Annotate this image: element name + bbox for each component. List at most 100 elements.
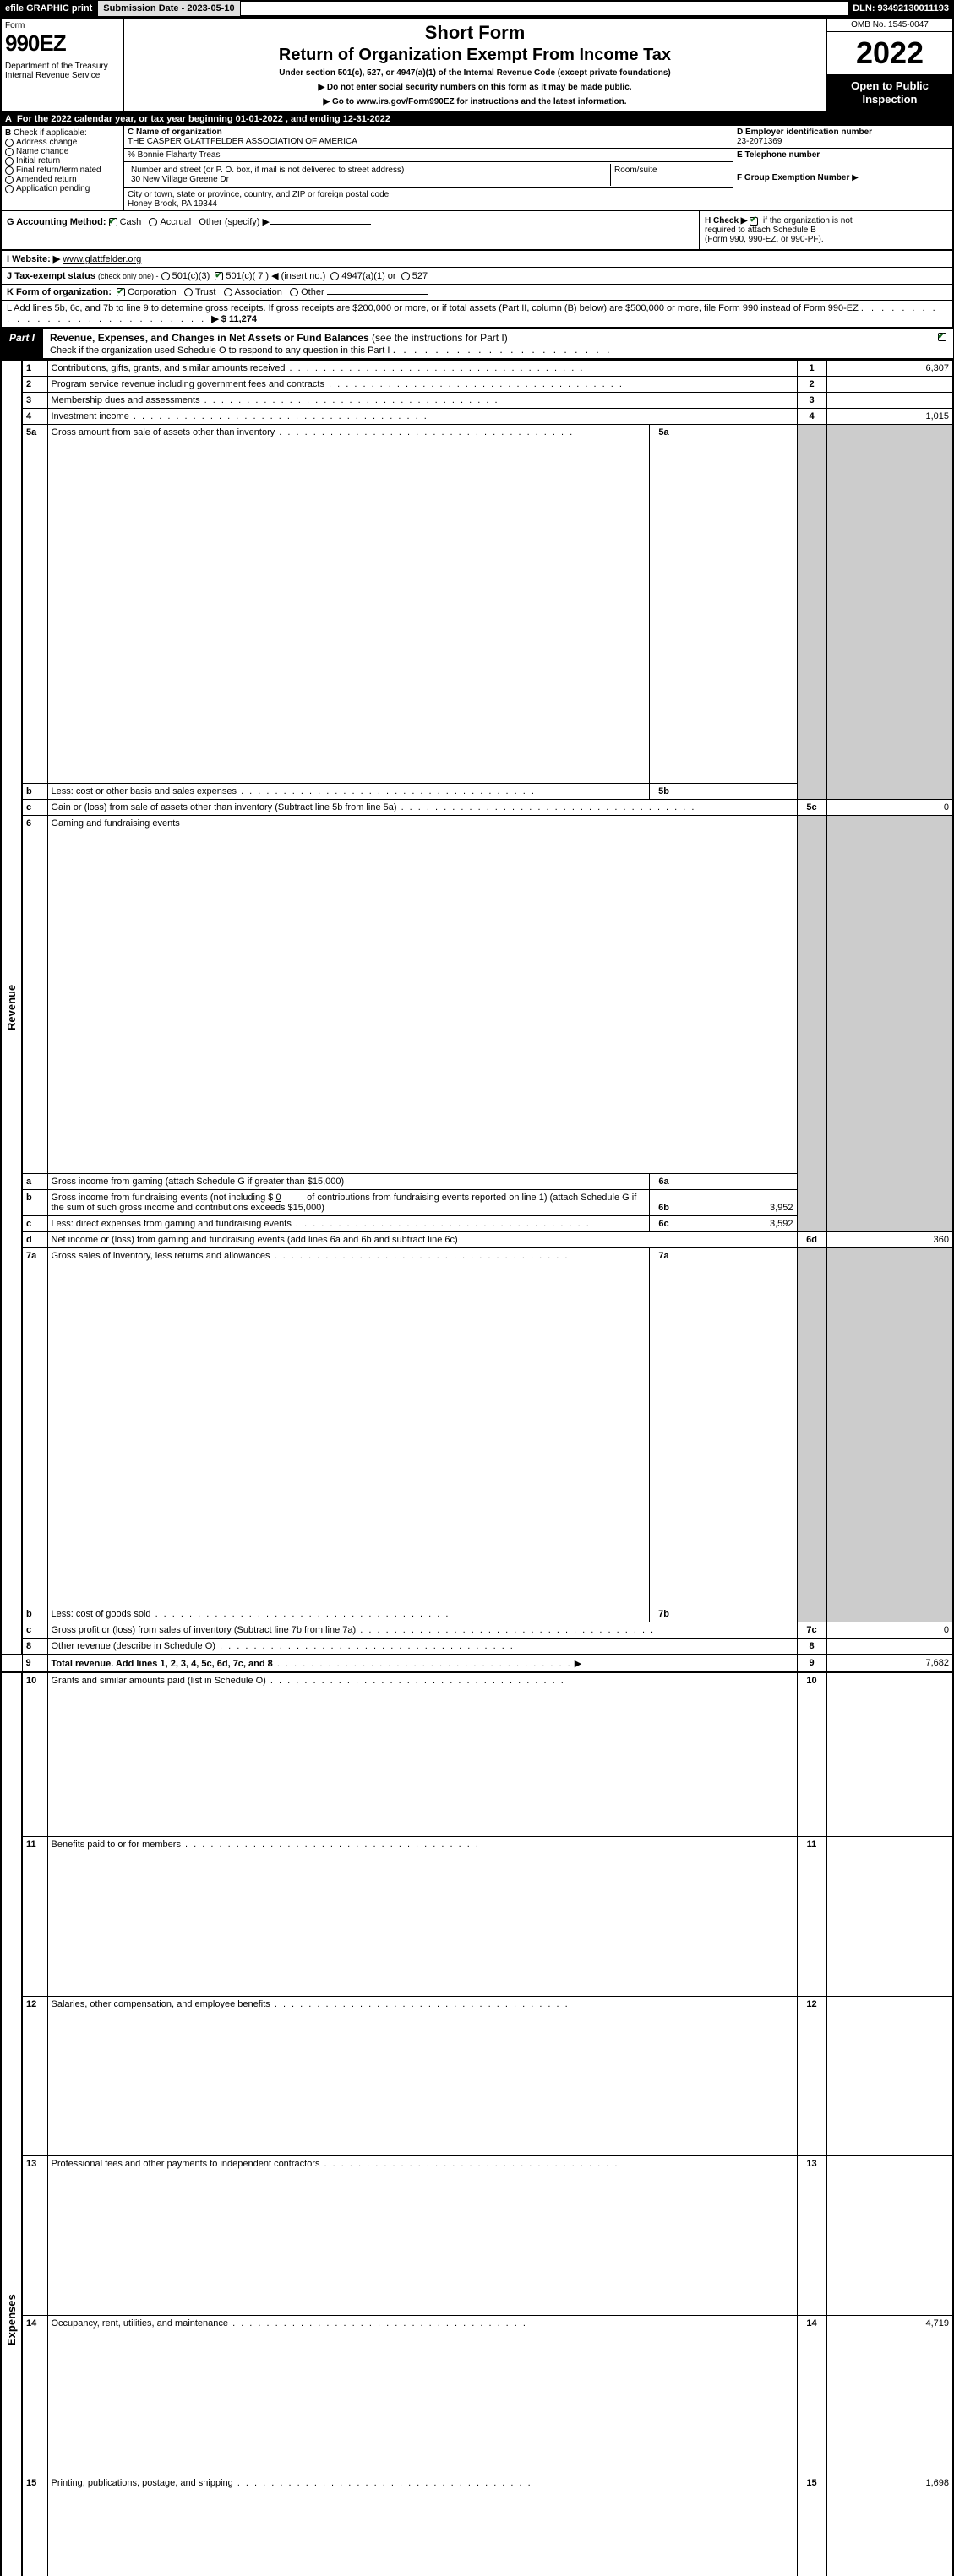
check-accrual[interactable] (149, 218, 157, 226)
subtitle-section: Under section 501(c), 527, or 4947(a)(1)… (133, 68, 817, 78)
opt-other-org: Other (301, 287, 324, 297)
part1-header: Part I Revenue, Expenses, and Changes in… (0, 329, 954, 359)
line5c-box: 5c (797, 799, 826, 815)
line1-desc: Contributions, gifts, grants, and simila… (52, 363, 286, 373)
line15-box: 15 (797, 2475, 826, 2576)
line6b-mini: 6b (649, 1189, 679, 1215)
line4-num: 4 (22, 409, 47, 425)
check-4947a1[interactable] (330, 272, 339, 280)
col-b-checkboxes: B Check if applicable: Address change Na… (2, 126, 124, 210)
org-name: THE CASPER GLATTFELDER ASSOCIATION OF AM… (128, 137, 729, 146)
line11-num: 11 (22, 1836, 47, 1996)
col-d-ids: D Employer identification number 23-2071… (733, 126, 952, 210)
line1-val: 6,307 (826, 360, 953, 377)
line6a-mini: 6a (649, 1173, 679, 1189)
row-h-schedule-b: H Check ▶ if the organization is not req… (699, 211, 952, 249)
g-label: G Accounting Method: (7, 217, 106, 227)
check-cash[interactable] (109, 218, 117, 226)
line5c-val: 0 (826, 799, 953, 815)
title-short-form: Short Form (133, 22, 817, 44)
line9-num: 9 (22, 1655, 47, 1672)
line6c-minival: 3,592 (679, 1215, 797, 1231)
line3-num: 3 (22, 393, 47, 409)
col-b-label: Check if applicable: (14, 128, 87, 138)
line7a-desc: Gross sales of inventory, less returns a… (52, 1251, 270, 1261)
line6abc-greybox (797, 815, 826, 1231)
street-label: Number and street (or P. O. box, if mail… (131, 166, 607, 175)
l-text: L Add lines 5b, 6c, and 7b to line 9 to … (7, 303, 859, 313)
line10-num: 10 (22, 1672, 47, 1836)
check-schedule-o-used[interactable] (938, 333, 946, 341)
subtitle-ssn-warning: ▶ Do not enter social security numbers o… (133, 83, 817, 92)
line5a-mini: 5a (649, 425, 679, 783)
line13-box: 13 (797, 2156, 826, 2316)
line8-box: 8 (797, 1639, 826, 1655)
line13-val (826, 2156, 953, 2316)
check-corporation[interactable] (117, 288, 125, 296)
check-501c3[interactable] (161, 272, 170, 280)
check-association[interactable] (224, 288, 232, 296)
dept-treasury: Department of the Treasury (5, 62, 119, 71)
line1-box: 1 (797, 360, 826, 377)
line2-box: 2 (797, 377, 826, 393)
omb-number: OMB No. 1545-0047 (827, 19, 952, 32)
group-exemption-arrow: ▶ (852, 173, 859, 182)
line5b-desc: Less: cost or other basis and sales expe… (52, 786, 237, 796)
ein-label: D Employer identification number (737, 128, 949, 137)
ein-value: 23-2071369 (737, 137, 949, 146)
line6d-num: d (22, 1231, 47, 1247)
line12-num: 12 (22, 1996, 47, 2155)
check-initial-return[interactable] (5, 157, 14, 166)
check-application-pending[interactable] (5, 185, 14, 193)
line11-val (826, 1836, 953, 1996)
check-final-return[interactable] (5, 166, 14, 175)
line7b-mini: 7b (649, 1606, 679, 1622)
form-header: Form 990EZ Department of the Treasury In… (0, 17, 954, 112)
line6b-desc1: Gross income from fundraising events (no… (52, 1193, 274, 1203)
row-a-tax-year: AFor the 2022 calendar year, or tax year… (0, 112, 954, 126)
part1-tab: Part I (1, 329, 43, 358)
part1-check-line: Check if the organization used Schedule … (50, 345, 390, 356)
other-org-input[interactable] (327, 294, 428, 295)
line2-val (826, 377, 953, 393)
line7ab-greyval (826, 1247, 953, 1622)
other-specify-input[interactable] (270, 224, 371, 225)
line6b-num: b (22, 1189, 47, 1215)
line5b-mini: 5b (649, 783, 679, 799)
row-a-text: For the 2022 calendar year, or tax year … (17, 114, 390, 124)
check-other-org[interactable] (290, 288, 298, 296)
opt-trust: Trust (195, 287, 216, 297)
line7c-desc: Gross profit or (loss) from sales of inv… (52, 1625, 357, 1635)
check-trust[interactable] (184, 288, 193, 296)
org-name-label: C Name of organization (128, 128, 729, 137)
line12-desc: Salaries, other compensation, and employ… (52, 1999, 270, 2009)
check-527[interactable] (401, 272, 410, 280)
line3-box: 3 (797, 393, 826, 409)
side-revenue: Revenue (5, 363, 18, 1651)
line6a-minival (679, 1173, 797, 1189)
check-amended-return[interactable] (5, 176, 14, 184)
line12-val (826, 1996, 953, 2155)
opt-initial-return: Initial return (16, 156, 60, 166)
line12-box: 12 (797, 1996, 826, 2155)
header-mid: Short Form Return of Organization Exempt… (124, 19, 826, 111)
check-name-change[interactable] (5, 148, 14, 156)
form-number: 990EZ (5, 30, 119, 57)
line8-val (826, 1639, 953, 1655)
line6c-mini: 6c (649, 1215, 679, 1231)
website-label: I Website: ▶ (7, 254, 60, 264)
line8-desc: Other revenue (describe in Schedule O) (52, 1641, 215, 1651)
opt-other-specify: Other (specify) ▶ (199, 217, 270, 227)
opt-address-change: Address change (16, 138, 77, 147)
check-address-change[interactable] (5, 139, 14, 147)
website-value[interactable]: www.glattfelder.org (63, 254, 141, 264)
efile-label[interactable]: efile GRAPHIC print (0, 0, 97, 17)
line6-num: 6 (22, 815, 47, 1173)
h-label: H Check ▶ (705, 216, 747, 226)
care-of: % Bonnie Flaharty Treas (124, 149, 733, 162)
line4-box: 4 (797, 409, 826, 425)
check-schedule-b-not-required[interactable] (750, 217, 758, 226)
line3-desc: Membership dues and assessments (52, 395, 200, 405)
check-501c[interactable] (215, 272, 223, 280)
subtitle-goto-link[interactable]: ▶ Go to www.irs.gov/Form990EZ for instru… (133, 97, 817, 106)
